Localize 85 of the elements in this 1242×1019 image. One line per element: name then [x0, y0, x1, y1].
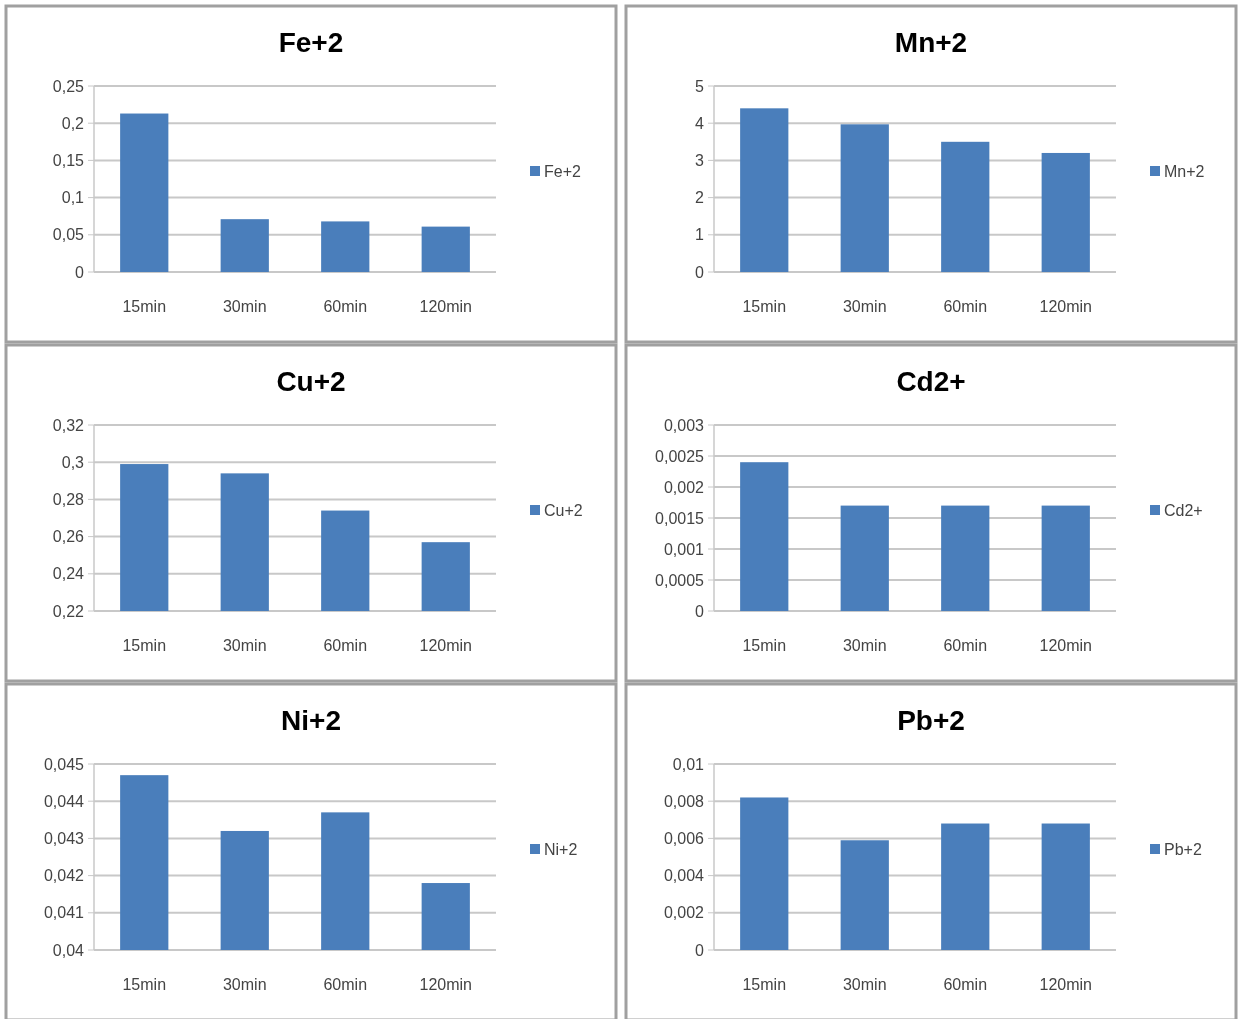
y-tick-label: 0,32	[52, 416, 85, 434]
bar	[220, 219, 269, 272]
x-tick-label: 30min	[222, 976, 267, 993]
y-tick-label: 0,05	[52, 226, 85, 244]
y-tick-label: 0	[75, 263, 85, 281]
y-tick-label: 0,04	[52, 941, 85, 959]
chart-title: Cd2+	[896, 366, 966, 397]
legend-label: Ni+2	[544, 840, 578, 858]
x-tick-label: 60min	[323, 298, 368, 315]
legend-label: Cd2+	[1164, 501, 1203, 519]
legend-label: Pb+2	[1164, 840, 1202, 858]
y-tick-label: 0,0015	[655, 509, 705, 527]
bar	[120, 113, 169, 272]
x-tick-label: 60min	[943, 298, 988, 315]
y-tick-label: 0,002	[663, 478, 705, 496]
x-tick-label: 30min	[842, 298, 887, 315]
y-tick-label: 0,26	[52, 528, 85, 546]
y-tick-label: 0,24	[52, 565, 85, 583]
x-tick-label: 15min	[742, 976, 787, 993]
x-tick-label: 120min	[1039, 976, 1092, 993]
bar	[840, 124, 889, 272]
y-tick-label: 0	[695, 263, 705, 281]
y-tick-label: 0,28	[52, 491, 85, 508]
x-tick-label: 60min	[943, 637, 988, 654]
bar	[740, 108, 789, 272]
y-tick-label: 0,042	[43, 867, 85, 885]
y-tick-label: 0,041	[43, 904, 85, 922]
chart-title: Mn+2	[894, 27, 968, 58]
y-tick-label: 0,001	[663, 540, 705, 558]
y-tick-label: 0,2	[61, 114, 85, 132]
x-tick-label: 120min	[419, 976, 472, 993]
y-tick-label: 0,043	[43, 830, 85, 847]
y-tick-label: 5	[695, 77, 705, 95]
y-tick-label: 4	[695, 114, 705, 132]
y-tick-label: 0,004	[663, 867, 705, 885]
x-tick-label: 60min	[943, 976, 988, 993]
chart-title: Ni+2	[281, 705, 341, 736]
chart-title: Fe+2	[278, 27, 344, 58]
x-tick-label: 60min	[323, 637, 368, 654]
bar	[1041, 823, 1090, 950]
y-tick-label: 0,3	[61, 453, 85, 471]
y-tick-label: 0,044	[43, 792, 85, 810]
y-tick-label: 1	[695, 226, 705, 244]
y-tick-label: 0,045	[43, 755, 85, 773]
bar	[941, 141, 990, 272]
y-tick-label: 0,25	[52, 77, 85, 95]
y-tick-label: 0	[695, 941, 705, 959]
bar	[941, 823, 990, 950]
y-tick-label: 0,22	[52, 602, 85, 620]
y-tick-label: 0,0005	[655, 571, 705, 589]
legend-label: Fe+2	[544, 162, 582, 180]
bar	[740, 797, 789, 950]
x-tick-label: 120min	[1039, 298, 1092, 315]
x-tick-label: 15min	[742, 637, 787, 654]
x-tick-label: 30min	[222, 298, 267, 315]
y-tick-label: 0,008	[663, 792, 705, 810]
y-tick-label: 0,1	[61, 189, 85, 207]
legend-label: Cu+2	[544, 501, 583, 519]
bar	[321, 221, 370, 272]
x-tick-label: 30min	[842, 976, 887, 993]
x-tick-label: 120min	[419, 637, 472, 654]
y-tick-label: 3	[695, 152, 705, 169]
x-tick-label: 60min	[323, 976, 368, 993]
y-tick-label: 2	[695, 189, 705, 207]
x-tick-label: 120min	[419, 298, 472, 315]
x-tick-label: 30min	[222, 637, 267, 654]
chart-title: Cu+2	[276, 366, 346, 397]
y-tick-label: 0	[695, 602, 705, 620]
y-tick-label: 0,0025	[655, 447, 705, 465]
bar	[1041, 152, 1090, 272]
x-tick-label: 15min	[122, 976, 167, 993]
x-tick-label: 30min	[842, 637, 887, 654]
x-tick-label: 120min	[1039, 637, 1092, 654]
x-tick-label: 15min	[122, 637, 167, 654]
legend-label: Mn+2	[1164, 162, 1205, 180]
bar	[840, 840, 889, 950]
y-tick-label: 0,002	[663, 904, 705, 922]
chart-title: Pb+2	[897, 705, 965, 736]
y-tick-label: 0,01	[672, 755, 705, 773]
y-tick-label: 0,006	[663, 830, 705, 847]
y-tick-label: 0,003	[663, 416, 705, 434]
bar	[421, 226, 470, 272]
y-tick-label: 0,15	[52, 152, 85, 169]
x-tick-label: 15min	[122, 298, 167, 315]
x-tick-label: 15min	[742, 298, 787, 315]
